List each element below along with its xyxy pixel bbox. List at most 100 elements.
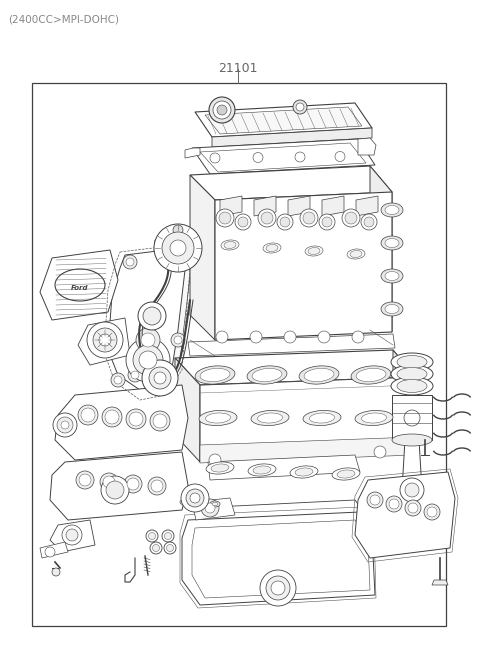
Circle shape: [174, 336, 182, 344]
Circle shape: [148, 533, 156, 540]
Polygon shape: [192, 139, 375, 174]
Ellipse shape: [391, 353, 433, 371]
Polygon shape: [392, 395, 432, 440]
Circle shape: [258, 209, 276, 227]
Circle shape: [138, 302, 166, 330]
Ellipse shape: [180, 499, 190, 505]
Circle shape: [424, 504, 440, 520]
Circle shape: [405, 483, 419, 497]
Circle shape: [374, 446, 386, 458]
Ellipse shape: [337, 470, 355, 478]
Circle shape: [405, 500, 421, 516]
Circle shape: [154, 224, 202, 272]
Polygon shape: [195, 103, 372, 137]
Circle shape: [322, 217, 332, 227]
Circle shape: [105, 410, 119, 424]
Circle shape: [165, 533, 171, 540]
Circle shape: [126, 258, 134, 266]
Circle shape: [216, 331, 228, 343]
Ellipse shape: [391, 377, 433, 395]
Circle shape: [404, 410, 420, 426]
Circle shape: [102, 407, 122, 427]
Polygon shape: [215, 192, 392, 340]
Circle shape: [142, 360, 178, 396]
Circle shape: [318, 331, 330, 343]
Circle shape: [136, 328, 160, 352]
Polygon shape: [358, 138, 376, 155]
Circle shape: [78, 405, 98, 425]
Polygon shape: [402, 440, 422, 490]
Circle shape: [235, 214, 251, 230]
Polygon shape: [393, 350, 415, 454]
Ellipse shape: [251, 411, 289, 426]
Polygon shape: [175, 358, 200, 462]
Circle shape: [201, 499, 219, 517]
Circle shape: [266, 576, 290, 600]
Circle shape: [361, 214, 377, 230]
Ellipse shape: [200, 368, 230, 382]
Circle shape: [209, 454, 221, 466]
Ellipse shape: [266, 244, 278, 252]
Polygon shape: [205, 107, 362, 134]
Polygon shape: [188, 334, 395, 356]
Ellipse shape: [361, 413, 386, 423]
Ellipse shape: [206, 462, 234, 474]
Polygon shape: [288, 196, 310, 216]
Ellipse shape: [385, 305, 399, 314]
Circle shape: [141, 333, 155, 347]
Circle shape: [81, 408, 95, 422]
Circle shape: [139, 351, 157, 369]
Circle shape: [280, 217, 290, 227]
Circle shape: [162, 530, 174, 542]
Polygon shape: [200, 377, 415, 462]
Polygon shape: [254, 196, 276, 216]
Circle shape: [153, 414, 167, 428]
Circle shape: [168, 248, 182, 262]
Polygon shape: [40, 250, 118, 320]
Polygon shape: [175, 350, 415, 385]
Circle shape: [293, 100, 307, 114]
Circle shape: [87, 322, 123, 358]
Ellipse shape: [195, 366, 235, 384]
Ellipse shape: [210, 501, 220, 507]
Polygon shape: [192, 520, 370, 598]
Ellipse shape: [295, 468, 313, 476]
Ellipse shape: [182, 500, 188, 504]
Text: Ford: Ford: [71, 285, 89, 291]
Circle shape: [99, 334, 111, 346]
Ellipse shape: [252, 368, 282, 382]
Polygon shape: [55, 385, 188, 460]
Circle shape: [352, 331, 364, 343]
Polygon shape: [182, 512, 375, 605]
Ellipse shape: [385, 272, 399, 280]
Ellipse shape: [308, 248, 320, 255]
Polygon shape: [190, 166, 392, 200]
Circle shape: [296, 103, 304, 111]
Polygon shape: [200, 143, 366, 172]
Circle shape: [173, 225, 183, 235]
Polygon shape: [195, 500, 368, 526]
Circle shape: [148, 477, 166, 495]
Circle shape: [106, 481, 124, 499]
Polygon shape: [108, 248, 185, 390]
Ellipse shape: [392, 434, 432, 446]
Ellipse shape: [381, 236, 403, 250]
Polygon shape: [432, 580, 448, 585]
Circle shape: [153, 544, 159, 552]
Ellipse shape: [381, 302, 403, 316]
Circle shape: [170, 240, 186, 256]
Polygon shape: [40, 542, 68, 558]
Circle shape: [45, 547, 55, 557]
Circle shape: [342, 209, 360, 227]
Circle shape: [123, 255, 137, 269]
Circle shape: [52, 568, 60, 576]
Circle shape: [53, 413, 77, 437]
Circle shape: [151, 480, 163, 492]
Polygon shape: [50, 520, 95, 552]
Ellipse shape: [385, 238, 399, 248]
Circle shape: [129, 412, 143, 426]
Polygon shape: [185, 148, 200, 158]
Circle shape: [150, 411, 170, 431]
Circle shape: [124, 475, 142, 493]
Circle shape: [131, 371, 139, 379]
